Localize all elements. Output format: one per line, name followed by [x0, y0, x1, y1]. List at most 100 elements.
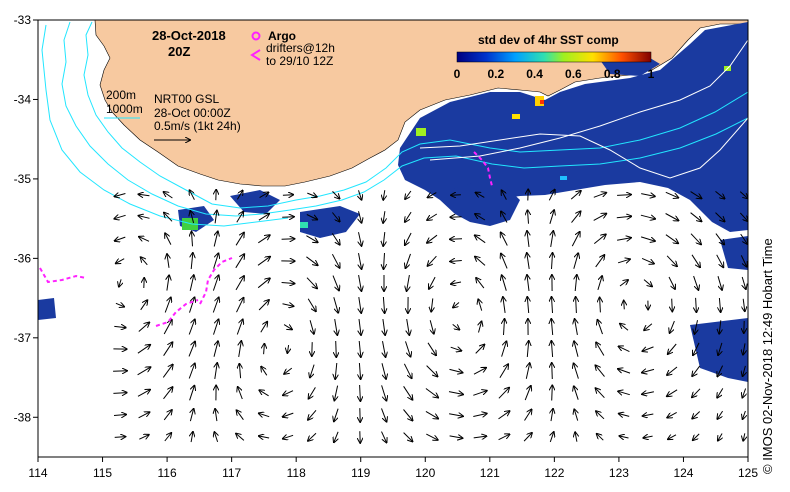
velocity-arrow [695, 320, 698, 334]
velocity-arrow [331, 233, 339, 244]
velocity-arrow [618, 391, 630, 394]
velocity-arrow [307, 298, 316, 311]
velocity-arrow [115, 237, 126, 241]
velocity-arrow [190, 190, 195, 200]
velocity-arrow [498, 434, 510, 441]
velocity-arrow [359, 232, 362, 246]
x-tick-label: 116 [158, 466, 177, 480]
velocity-arrow [667, 366, 678, 375]
velocity-arrow [189, 275, 194, 291]
velocity-arrow [334, 431, 339, 442]
velocity-arrow [740, 233, 748, 244]
velocity-arrow [359, 253, 362, 269]
velocity-arrow [667, 389, 678, 396]
velocity-arrow [403, 363, 411, 378]
velocity-arrow [643, 346, 654, 351]
colorbar-tick-label: 0.6 [565, 67, 582, 81]
velocity-arrow [643, 414, 654, 416]
velocity-arrow [528, 210, 529, 224]
velocity-arrow [475, 214, 486, 221]
velocity-arrow [403, 432, 413, 442]
velocity-arrow [427, 234, 438, 243]
velocity-arrow [139, 194, 150, 195]
velocity-arrow [405, 211, 412, 222]
velocity-arrow [259, 436, 270, 438]
x-tick-label: 114 [28, 466, 47, 480]
velocity-arrow [452, 324, 460, 329]
velocity-arrow [551, 341, 552, 358]
velocity-arrow [473, 414, 486, 417]
y-tick-label: -38 [14, 410, 32, 424]
velocity-arrow [190, 409, 193, 422]
velocity-arrow [696, 297, 697, 312]
velocity-arrow [213, 341, 218, 357]
velocity-arrow [643, 279, 652, 287]
velocity-arrow [501, 341, 507, 357]
velocity-arrow [429, 276, 436, 289]
velocity-arrow [718, 342, 722, 355]
velocity-arrow [188, 342, 195, 357]
velocity-arrow [549, 210, 554, 224]
x-axis: 114 115 116 117 118 119 120 121 122 123 124 125 [28, 457, 758, 480]
velocity-arrow [138, 323, 149, 332]
velocity-arrow [283, 435, 294, 438]
velocity-arrow [473, 368, 486, 375]
velocity-arrow [476, 193, 485, 198]
velocity-arrow [716, 254, 724, 267]
vector-scale-label: 0.5m/s (1kt 24h) [154, 119, 241, 133]
velocity-arrow [666, 255, 677, 266]
velocity-arrow [552, 297, 553, 314]
velocity-arrow [381, 431, 387, 443]
velocity-arrow [551, 409, 553, 422]
velocity-arrow [283, 413, 294, 417]
velocity-arrow [574, 409, 577, 421]
velocity-arrow [336, 340, 337, 357]
velocity-arrow [665, 191, 678, 197]
velocity-arrow [191, 432, 193, 443]
velocity-arrow [692, 365, 701, 376]
velocity-arrow [259, 413, 270, 416]
velocity-arrow [162, 365, 172, 378]
velocity-arrow [383, 190, 385, 200]
velocity-arrow [114, 326, 125, 327]
velocity-arrow [715, 233, 724, 245]
contour-legend: 200m 1000m [104, 88, 143, 119]
velocity-arrow [430, 320, 434, 333]
y-tick-label: -33 [14, 13, 32, 27]
velocity-arrow [620, 324, 629, 331]
velocity-arrow [593, 214, 607, 221]
velocity-arrow [743, 298, 745, 311]
velocity-arrow [668, 276, 675, 289]
velocity-arrow [691, 254, 700, 267]
velocity-arrow [475, 345, 485, 354]
velocity-arrow [473, 436, 487, 438]
velocity-arrow [359, 275, 362, 291]
velocity-arrow [596, 343, 605, 356]
velocity-arrow [163, 387, 173, 400]
velocity-arrow [598, 320, 603, 335]
velocity-arrow [213, 319, 219, 335]
velocity-arrow [426, 365, 438, 377]
velocity-arrow [575, 319, 578, 335]
velocity-arrow [641, 194, 655, 197]
velocity-arrow [693, 433, 700, 440]
velocity-arrow [309, 320, 314, 334]
velocity-arrow [383, 211, 385, 223]
velocity-arrow [425, 388, 438, 398]
velocity-arrow [163, 320, 172, 335]
velocity-arrow [425, 410, 438, 418]
velocity-arrow [307, 193, 316, 197]
velocity-arrow [239, 364, 240, 379]
x-tick-label: 115 [93, 466, 112, 480]
velocity-arrow [332, 212, 339, 222]
velocity-arrow [258, 214, 269, 221]
velocity-arrow [239, 341, 242, 357]
velocity-arrow [742, 276, 746, 289]
velocity-arrow [359, 211, 362, 222]
velocity-arrow [596, 365, 605, 377]
velocity-arrow [331, 253, 339, 268]
velocity-arrow [551, 231, 554, 247]
velocity-arrow [359, 319, 361, 335]
velocity-arrow [236, 434, 245, 441]
